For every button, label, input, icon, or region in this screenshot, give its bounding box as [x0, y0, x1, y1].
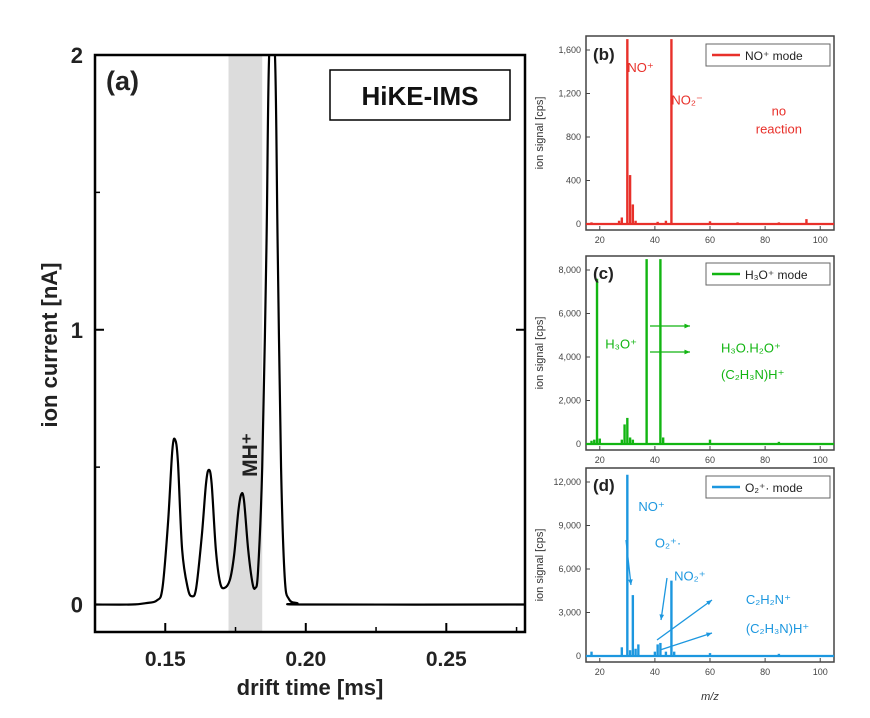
panel-a-label: (a) — [106, 66, 139, 96]
panel-a-ytick-label: 1 — [71, 318, 83, 343]
panel-c-ylabel: ion signal [cps] — [534, 317, 546, 390]
panel-b-annotation: reaction — [756, 122, 802, 137]
panel-d-xtick-label: 80 — [760, 667, 770, 677]
panel-b-ytick-label: 400 — [566, 176, 581, 186]
panel-b-xtick-label: 40 — [650, 235, 660, 245]
panel-b-xtick-label: 100 — [813, 235, 828, 245]
panel-d-ytick-label: 12,000 — [553, 477, 581, 487]
panel-d-label: (d) — [593, 476, 615, 495]
panel-b-annotations: NO⁺ NO₂⁻ no reaction — [627, 60, 802, 137]
panel-a-title: HiKE-IMS — [362, 81, 479, 111]
panel-d-annotation: O₂⁺· — [655, 535, 681, 550]
panel-c-legend-label: H₃O⁺ mode — [745, 268, 808, 282]
panel-c-ytick-label: 4,000 — [558, 352, 581, 362]
panel-b-ytick-label: 0 — [576, 219, 581, 229]
panel-d-annotation-arrowhead — [706, 600, 712, 606]
panel-d-xtick-label: 100 — [813, 667, 828, 677]
panel-b-annotation: NO₂⁻ — [671, 92, 702, 107]
panel-a-xtick-label: 0.15 — [145, 648, 186, 671]
panel-d-annotation-arrowhead — [706, 632, 712, 637]
panel-d-ticks: 20 40 60 80 100 0 3,000 6,000 9,000 12,000 — [553, 477, 827, 677]
panel-a-title-box — [329, 69, 511, 121]
panel-a-axes-frame — [93, 53, 527, 634]
panel-d-annotations: NO⁺ O₂⁺· NO₂⁺ C₂H₂N⁺ (C₂H₃N)H⁺ — [625, 499, 809, 651]
panel-a-ytick-label: 0 — [71, 593, 83, 618]
panel-b-legend-box — [705, 43, 831, 67]
panel-d-xlabel: m/z — [701, 691, 719, 703]
panel-c-ytick-label: 0 — [576, 439, 581, 449]
panel-b-xtick-label: 60 — [705, 235, 715, 245]
panel-c-xtick-label: 20 — [595, 455, 605, 465]
panel-a-xtick-label: 0.20 — [285, 648, 326, 671]
panel-b-annotation: NO⁺ — [627, 60, 653, 75]
panel-b-ytick-label: 800 — [566, 132, 581, 142]
panel-d-annotation-arrowhead — [628, 579, 633, 585]
panel-a-highlight-band — [228, 55, 263, 632]
panel-d-annotation-arrow — [656, 599, 713, 641]
panel-b-ytick-label: 1,600 — [558, 45, 581, 55]
panel-b-ytick-label: 1,200 — [558, 89, 581, 99]
panel-d-ytick-label: 0 — [576, 651, 581, 661]
panel-d-annotation: (C₂H₃N)H⁺ — [746, 621, 809, 636]
panel-b-annotation: no — [772, 103, 786, 118]
panel-c-peaks — [586, 259, 834, 446]
panel-d-ytick-label: 6,000 — [558, 564, 581, 574]
panel-d-xtick-label: 40 — [650, 667, 660, 677]
panel-c-xtick-label: 100 — [813, 455, 828, 465]
panel-d-xtick-label: 20 — [595, 667, 605, 677]
panel-d-annotation-arrow — [625, 539, 632, 586]
panel-a-ylabel: ion current [nA] — [37, 263, 62, 428]
panel-d-annotation-arrow — [660, 577, 668, 621]
panel-b-xtick-label: 20 — [595, 235, 605, 245]
panel-d-annotation: C₂H₂N⁺ — [746, 592, 791, 607]
panel-b-ylabel: ion signal [cps] — [534, 97, 546, 170]
panel-c-annotations: H₃O⁺ H₃O.H₂O⁺ (C₂H₃N)H⁺ — [605, 323, 784, 382]
panel-a-xlabel: drift time [ms] — [237, 675, 384, 700]
panel-b-ticks: 20 40 60 80 100 0 400 800 1,200 1,600 — [558, 45, 827, 245]
panel-c-annotation: H₃O⁺ — [605, 336, 637, 351]
panel-b-peaks — [586, 39, 834, 226]
panel-d-ylabel: ion signal [cps] — [534, 529, 546, 602]
panel-c-ytick-label: 6,000 — [558, 309, 581, 319]
panel-a: 0.15 0.20 0.25 0 1 2 (a) HiKE-IMS MH⁺ drift t… — [37, 43, 527, 700]
panel-c-xtick-label: 40 — [650, 455, 660, 465]
panel-c-ticks: 20 40 60 80 100 0 2,000 4,000 6,000 8,000 — [558, 265, 827, 465]
panel-d-ytick-label: 9,000 — [558, 521, 581, 531]
panel-c-xtick-label: 80 — [760, 455, 770, 465]
panel-b-legend-label: NO⁺ mode — [745, 49, 803, 63]
panel-d-legend-label: O₂⁺· mode — [745, 481, 803, 495]
panel-b-label: (b) — [593, 45, 615, 64]
panel-c-legend-box — [705, 262, 831, 286]
panel-d-peaks — [586, 474, 834, 658]
panel-d-annotation-arrow — [659, 632, 713, 651]
panel-c-annotation-arrowhead — [684, 323, 690, 329]
panel-c-label: (c) — [593, 264, 614, 283]
panel-b-xtick-label: 80 — [760, 235, 770, 245]
panel-d-ytick-label: 3,000 — [558, 608, 581, 618]
panel-c-xtick-label: 60 — [705, 455, 715, 465]
panel-c-annotation: (C₂H₃N)H⁺ — [721, 367, 784, 382]
panel-a-ytick-label: 2 — [71, 43, 83, 68]
panel-d: 20 40 60 80 100 0 3,000 6,000 9,000 12,000 NO⁺ O₂⁺… — [534, 467, 835, 703]
panel-d-xtick-label: 60 — [705, 667, 715, 677]
panel-a-ticks: 0.15 0.20 0.25 0 1 2 — [71, 43, 525, 671]
panel-d-annotation: NO₂⁺ — [674, 569, 705, 584]
panel-d-annotation-arrowhead — [659, 614, 665, 620]
panel-d-annotation: NO⁺ — [638, 499, 664, 514]
panel-c-ytick-label: 8,000 — [558, 265, 581, 275]
panel-a-band-label: MH⁺ — [239, 433, 262, 477]
panel-a-xtick-label: 0.25 — [426, 648, 467, 671]
panel-d-legend-box — [705, 475, 831, 499]
panel-a-series-line — [95, 55, 525, 606]
panel-b: 20 40 60 80 100 0 400 800 1,200 1,600 NO⁺ NO₂⁻ no re… — [534, 35, 835, 245]
panel-c-ytick-label: 2,000 — [558, 396, 581, 406]
panel-c-annotation-arrowhead — [684, 349, 690, 355]
panel-c-annotation: H₃O.H₂O⁺ — [721, 341, 781, 356]
